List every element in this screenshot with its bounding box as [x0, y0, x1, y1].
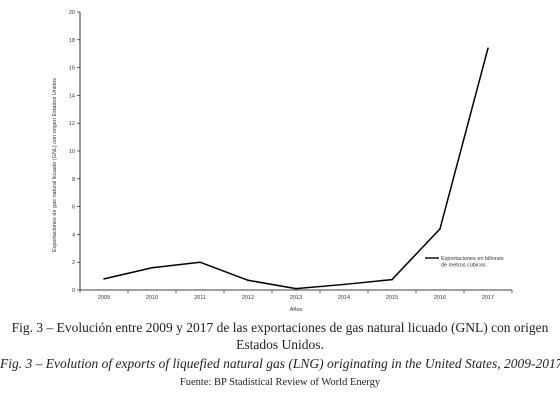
- legend: Exportaciones en billones de metros cúbic…: [425, 256, 504, 269]
- data-point: [391, 278, 393, 281]
- data-point: [199, 261, 201, 264]
- data-point: [151, 266, 153, 269]
- legend-label: Exportaciones en billones de metros cúbic…: [441, 256, 504, 269]
- y-tick-label: 8: [72, 177, 75, 183]
- y-tick-label: 14: [69, 93, 75, 99]
- x-tick-label: 2015: [386, 295, 398, 301]
- data-point: [295, 287, 297, 290]
- data-point: [103, 278, 105, 280]
- x-axis-label: Años: [290, 307, 303, 313]
- y-tick-label: 18: [69, 38, 75, 44]
- y-axis: 0 2 4 6 8 10 12 14 16 18 20: [69, 10, 81, 294]
- x-tick-label: 2014: [338, 295, 350, 301]
- data-point: [439, 228, 441, 230]
- caption-spanish: Fig. 3 – Evolución entre 2009 y 2017 de …: [11, 320, 549, 352]
- series-line: [103, 47, 489, 290]
- y-tick-label: 20: [69, 10, 75, 16]
- data-point: [247, 279, 249, 282]
- x-tick-label: 2016: [434, 295, 446, 301]
- caption-english: Fig. 3 – Evolution of exports of liquefi…: [0, 356, 560, 371]
- y-tick-label: 4: [72, 232, 75, 238]
- x-tick-label: 2009: [98, 295, 110, 301]
- x-tick-label: 2011: [194, 295, 206, 301]
- data-point: [343, 283, 345, 286]
- x-axis: 2009 2010 2011 2012 2013 2014 2015 2016 2017: [79, 289, 513, 301]
- x-tick-label: 2012: [242, 295, 254, 301]
- y-tick-label: 6: [72, 205, 75, 211]
- y-tick-label: 10: [69, 149, 75, 155]
- figure-captions: Fig. 3 – Evolución entre 2009 y 2017 de …: [0, 320, 560, 389]
- caption-source: Fuente: BP Stadistical Review of World E…: [179, 377, 381, 388]
- x-tick-label: 2010: [146, 295, 158, 301]
- x-tick-label: 2013: [290, 295, 302, 301]
- y-tick-label: 2: [72, 260, 75, 266]
- x-tick-label: 2017: [482, 295, 494, 301]
- y-tick-label: 12: [69, 121, 75, 127]
- series-layer: [103, 47, 489, 290]
- data-point: [487, 47, 489, 49]
- y-tick-label: 0: [72, 288, 75, 294]
- y-axis-label: Exportaciones de gas natural licuado (GN…: [52, 78, 58, 252]
- y-tick-label: 16: [69, 66, 75, 72]
